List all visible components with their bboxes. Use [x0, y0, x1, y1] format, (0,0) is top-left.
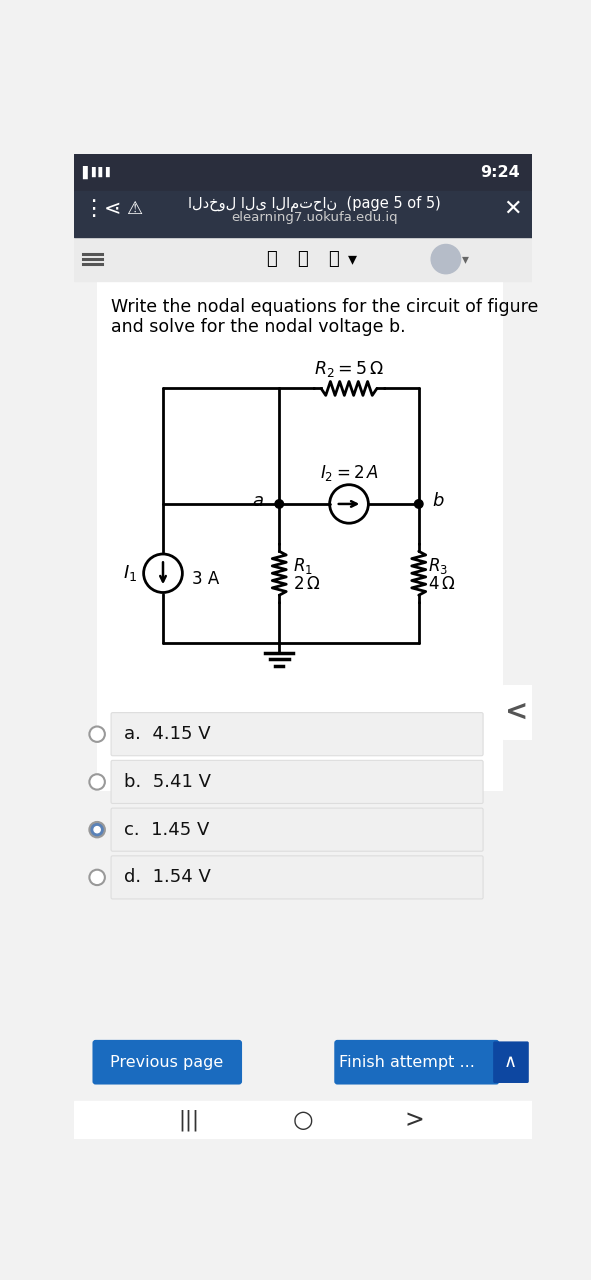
Text: $4\,\Omega$: $4\,\Omega$	[428, 575, 456, 593]
FancyBboxPatch shape	[111, 760, 483, 804]
FancyBboxPatch shape	[111, 856, 483, 899]
FancyBboxPatch shape	[111, 808, 483, 851]
Circle shape	[431, 244, 460, 274]
Text: d.  1.54 V: d. 1.54 V	[124, 868, 211, 886]
Text: >: >	[405, 1108, 425, 1132]
Bar	[74, 191, 532, 237]
FancyBboxPatch shape	[335, 1039, 499, 1084]
Circle shape	[94, 827, 100, 833]
Text: c.  1.45 V: c. 1.45 V	[124, 820, 210, 838]
Text: b.  5.41 V: b. 5.41 V	[124, 773, 211, 791]
Text: $I_2 = 2\,A$: $I_2 = 2\,A$	[320, 463, 378, 483]
Bar	[74, 154, 532, 191]
Bar	[74, 237, 532, 282]
Text: ○: ○	[293, 1108, 314, 1132]
Text: ∧: ∧	[504, 1053, 517, 1071]
Text: ⚠: ⚠	[126, 200, 142, 218]
Text: b: b	[433, 492, 444, 509]
Text: ▾: ▾	[462, 252, 469, 266]
Text: ⋖: ⋖	[103, 198, 121, 219]
Bar	[97, 282, 502, 790]
Bar	[503, 685, 532, 739]
Text: ✕: ✕	[503, 198, 522, 219]
Text: الدخول الى الامتحان  (page 5 of 5): الدخول الى الامتحان (page 5 of 5)	[188, 196, 440, 211]
Text: Finish attempt ...: Finish attempt ...	[339, 1055, 475, 1070]
Circle shape	[414, 499, 423, 508]
Text: ⋮: ⋮	[82, 198, 104, 219]
FancyBboxPatch shape	[111, 713, 483, 755]
FancyBboxPatch shape	[493, 1042, 529, 1083]
Text: |||: |||	[178, 1110, 199, 1130]
Text: and solve for the nodal voltage b.: and solve for the nodal voltage b.	[111, 317, 405, 335]
Text: ▾: ▾	[348, 250, 358, 268]
Text: 3 A: 3 A	[193, 571, 220, 589]
Circle shape	[89, 822, 105, 837]
Text: a: a	[253, 492, 264, 509]
Bar	[74, 1101, 532, 1139]
Text: elearning7.uokufa.edu.iq: elearning7.uokufa.edu.iq	[231, 211, 397, 224]
Text: $I_1$: $I_1$	[124, 563, 138, 584]
Text: $R_1$: $R_1$	[293, 556, 313, 576]
Text: a.  4.15 V: a. 4.15 V	[124, 726, 211, 744]
Text: ▌▌▌: ▌▌▌	[91, 166, 113, 177]
Text: 9:24: 9:24	[480, 165, 520, 179]
Circle shape	[275, 499, 284, 508]
Text: 🔔: 🔔	[266, 250, 277, 268]
Text: $R_3$: $R_3$	[428, 556, 448, 576]
Circle shape	[89, 774, 105, 790]
Text: 🌐: 🌐	[328, 250, 339, 268]
Circle shape	[89, 869, 105, 884]
FancyBboxPatch shape	[92, 1039, 242, 1084]
Text: ▌: ▌	[82, 165, 91, 179]
Text: 💬: 💬	[297, 250, 308, 268]
Text: Write the nodal equations for the circuit of figure: Write the nodal equations for the circui…	[111, 298, 538, 316]
Text: $R_2 = 5\,\Omega$: $R_2 = 5\,\Omega$	[314, 360, 384, 379]
Text: $2\,\Omega$: $2\,\Omega$	[293, 575, 320, 593]
Text: Previous page: Previous page	[111, 1055, 223, 1070]
Circle shape	[89, 727, 105, 742]
Text: <: <	[505, 698, 529, 726]
